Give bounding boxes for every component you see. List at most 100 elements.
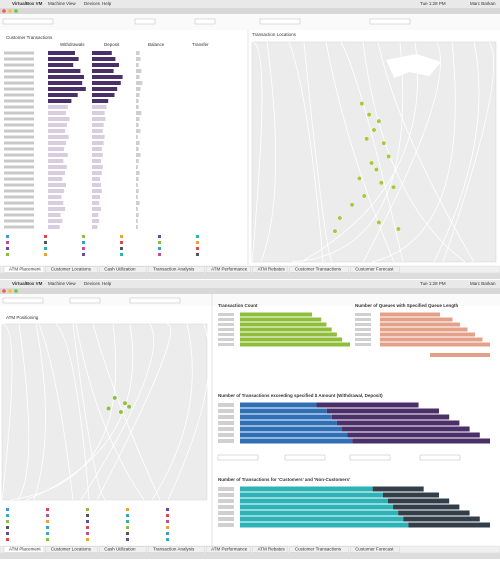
filter-input[interactable] <box>194 18 216 25</box>
control-input[interactable] <box>349 454 391 461</box>
filter-input[interactable] <box>369 18 411 25</box>
bar <box>48 123 67 127</box>
map-point[interactable] <box>361 193 367 199</box>
row-label <box>355 318 371 321</box>
map-point[interactable] <box>391 184 396 190</box>
row-label <box>355 323 371 326</box>
tab[interactable] <box>45 546 98 553</box>
map-point[interactable] <box>374 167 379 173</box>
row-id <box>4 111 34 115</box>
bar <box>393 504 460 510</box>
map-point[interactable] <box>337 215 343 221</box>
map-point[interactable] <box>106 406 112 411</box>
map-point[interactable] <box>112 395 118 401</box>
map-point[interactable] <box>378 180 384 186</box>
map-point[interactable] <box>381 140 387 146</box>
window-button[interactable] <box>8 9 12 13</box>
bar <box>92 75 123 79</box>
tab[interactable] <box>147 266 205 273</box>
tab[interactable] <box>3 546 45 553</box>
window-button[interactable] <box>14 9 18 13</box>
menu-item[interactable]: Help <box>102 1 112 6</box>
map-point[interactable] <box>371 127 377 133</box>
map-point[interactable] <box>376 118 382 124</box>
tab[interactable] <box>3 266 45 273</box>
menu-item[interactable]: Help <box>102 281 112 286</box>
menu-item[interactable]: Devices <box>84 1 101 6</box>
control-input[interactable] <box>419 454 461 461</box>
bar <box>136 117 140 121</box>
road <box>377 41 475 263</box>
map-point[interactable] <box>376 219 382 225</box>
clock: Tue 1:28 PM <box>420 1 446 6</box>
map-point[interactable] <box>364 136 370 142</box>
tab[interactable] <box>289 266 349 273</box>
filter-input[interactable] <box>134 18 156 25</box>
bar <box>92 135 105 139</box>
window-button[interactable] <box>8 289 12 293</box>
bar <box>92 99 109 103</box>
filter-input[interactable] <box>2 18 54 25</box>
bar <box>92 51 112 55</box>
bar <box>240 332 337 337</box>
column-header: Balance <box>148 42 165 47</box>
tab[interactable] <box>147 546 205 553</box>
map-point[interactable] <box>122 400 128 406</box>
column-header: Deposit <box>104 42 120 47</box>
road <box>25 323 134 501</box>
map-point[interactable] <box>126 404 132 410</box>
menu-item[interactable]: Machine <box>48 281 66 286</box>
map-point[interactable] <box>386 153 392 159</box>
legend-swatch <box>86 532 89 535</box>
row-id <box>4 117 34 121</box>
road <box>303 41 333 263</box>
window-button[interactable] <box>2 289 6 293</box>
map-point[interactable] <box>395 226 401 232</box>
map-point[interactable] <box>366 112 372 118</box>
tab-label: ATM Performance <box>211 547 248 552</box>
filter-input[interactable] <box>2 297 44 304</box>
control-input[interactable] <box>284 454 326 461</box>
map-point[interactable] <box>349 202 355 208</box>
bar <box>382 492 439 498</box>
menu-item[interactable]: View <box>66 281 76 286</box>
bar <box>240 317 322 322</box>
chart-title: Number of Transactions exceeding specifi… <box>218 393 383 398</box>
row-id <box>4 225 34 229</box>
bar <box>136 105 139 109</box>
filter-input[interactable] <box>129 297 181 304</box>
tab[interactable] <box>252 266 289 273</box>
map-point[interactable] <box>356 175 362 181</box>
bar <box>92 129 103 133</box>
menu-item[interactable]: Devices <box>84 281 101 286</box>
map-point[interactable] <box>332 228 338 234</box>
filter-input[interactable] <box>69 297 101 304</box>
legend-swatch <box>82 241 85 244</box>
legend-swatch <box>120 253 123 256</box>
filter-input[interactable] <box>259 18 301 25</box>
tab[interactable] <box>252 546 289 553</box>
tab[interactable] <box>350 546 400 553</box>
control-input[interactable] <box>217 454 259 461</box>
tab[interactable] <box>350 266 400 273</box>
map-point[interactable] <box>118 409 124 415</box>
legend-swatch <box>44 247 47 250</box>
row-label <box>218 328 234 331</box>
menu-item[interactable]: View <box>66 1 76 6</box>
legend-swatch <box>196 253 199 256</box>
tab[interactable] <box>205 266 251 273</box>
legend-swatch <box>44 241 47 244</box>
tab[interactable] <box>205 546 251 553</box>
tab[interactable] <box>289 546 349 553</box>
window-button[interactable] <box>14 289 18 293</box>
legend-swatch <box>120 247 123 250</box>
window-button[interactable] <box>2 9 6 13</box>
map-point[interactable] <box>359 101 365 107</box>
bar <box>240 420 337 426</box>
menu-item[interactable]: Machine <box>48 1 66 6</box>
tab[interactable] <box>99 546 147 553</box>
tab[interactable] <box>99 266 147 273</box>
tab[interactable] <box>45 266 98 273</box>
map <box>1 323 208 501</box>
map-point[interactable] <box>369 160 374 166</box>
